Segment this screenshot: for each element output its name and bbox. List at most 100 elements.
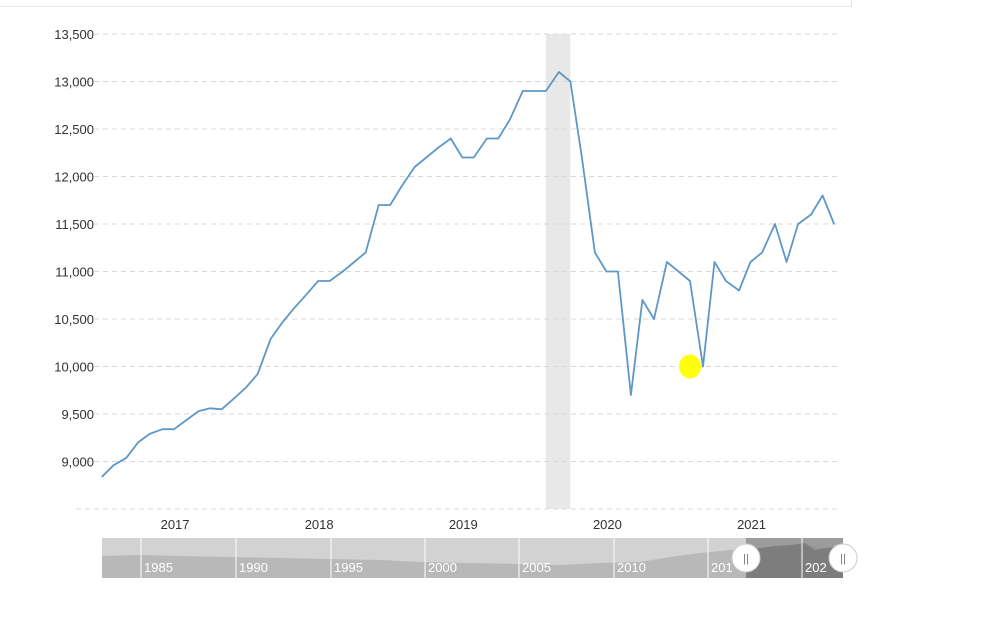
y-tick-label: 10,500 — [54, 312, 94, 327]
series-layer — [101, 71, 835, 478]
data-point — [774, 223, 776, 225]
navigator-label: 2000 — [428, 560, 457, 575]
x-tick-label: 2020 — [593, 517, 622, 532]
data-point — [148, 433, 151, 435]
data-point — [245, 386, 247, 388]
data-point — [810, 213, 812, 216]
y-tick-label: 12,000 — [54, 170, 94, 185]
data-point — [702, 365, 704, 368]
data-point — [450, 137, 452, 140]
data-point — [677, 270, 680, 273]
data-point — [653, 318, 655, 320]
x-tick-label: 2021 — [737, 517, 766, 532]
data-point — [342, 270, 344, 273]
y-tick-label: 11,500 — [55, 217, 94, 232]
data-point — [197, 410, 200, 412]
data-point — [401, 185, 403, 187]
data-point — [437, 147, 439, 149]
data-point — [173, 428, 175, 430]
navigator-handle-right[interactable]: || — [828, 543, 858, 573]
top-border — [0, 6, 852, 7]
data-point — [233, 397, 236, 399]
data-point — [569, 80, 571, 83]
data-point — [161, 428, 164, 430]
data-point — [221, 408, 223, 410]
top-border-end — [851, 0, 852, 7]
grid-layer — [76, 33, 837, 510]
highlight-mark — [679, 354, 701, 379]
data-point — [125, 457, 128, 459]
navigator-label: 1995 — [334, 560, 363, 575]
navigator-handle-left[interactable]: || — [731, 543, 761, 573]
y-tick-label: 9,500 — [61, 407, 94, 422]
navigator-labels: 1985 1990 1995 2000 2005 2010 201 202 — [140, 538, 827, 578]
navigator-selected-area — [746, 543, 843, 578]
data-point — [545, 90, 547, 92]
data-point — [473, 156, 475, 159]
y-tick-label: 13,500 — [54, 27, 94, 42]
navigator-label: 202 — [805, 560, 827, 575]
data-point — [761, 251, 763, 254]
data-point — [785, 261, 788, 263]
series-line — [101, 71, 835, 478]
data-point — [270, 338, 272, 340]
data-point — [317, 280, 319, 282]
data-point — [725, 280, 727, 282]
navigator-label: 1985 — [144, 560, 173, 575]
x-tick-label: 2018 — [305, 517, 334, 532]
data-point — [713, 261, 716, 263]
navigator-label: 1990 — [239, 560, 268, 575]
navigator-handle-right-glyph: || — [840, 553, 846, 565]
data-point — [558, 71, 560, 73]
data-point — [522, 90, 524, 92]
data-point — [209, 407, 211, 409]
data-point — [533, 90, 535, 92]
data-point — [749, 261, 752, 263]
data-point — [378, 204, 380, 206]
data-point — [425, 156, 427, 159]
data-point — [281, 322, 283, 324]
data-point — [630, 394, 632, 396]
data-point — [509, 118, 511, 121]
data-point — [461, 156, 463, 159]
data-point — [137, 441, 139, 444]
y-tick-label: 11,000 — [55, 265, 94, 280]
data-point — [581, 156, 583, 159]
navigator-label: 2010 — [617, 560, 646, 575]
navigator-handle-left-glyph: || — [743, 553, 749, 565]
data-point — [666, 261, 668, 263]
range-navigator[interactable]: 1985 1990 1995 2000 2005 2010 201 202 || || — [102, 538, 858, 578]
data-point — [594, 251, 596, 254]
navigator-label: 201 — [711, 560, 733, 575]
x-tick-label: 2017 — [161, 517, 190, 532]
highlight-layer — [679, 354, 701, 379]
data-point — [605, 270, 608, 273]
y-tick-label: 9,000 — [61, 455, 94, 470]
data-point — [306, 293, 308, 295]
data-point — [689, 280, 691, 282]
navigator-label: 2005 — [522, 560, 551, 575]
data-point — [821, 194, 824, 197]
data-point — [101, 476, 103, 478]
data-point — [641, 299, 644, 301]
data-point — [353, 261, 355, 263]
data-point — [414, 166, 416, 168]
x-axis-ticks: 2017 2018 2019 2020 2021 — [161, 517, 766, 532]
data-point — [497, 137, 499, 140]
data-point — [486, 137, 488, 140]
y-tick-label: 10,000 — [54, 360, 94, 375]
x-tick-label: 2019 — [449, 517, 478, 532]
data-point — [738, 289, 740, 292]
data-point — [293, 307, 295, 310]
y-tick-label: 12,500 — [54, 122, 94, 137]
data-point — [329, 280, 331, 282]
data-point — [833, 223, 835, 225]
data-point — [617, 270, 619, 273]
data-point — [797, 223, 799, 225]
data-point — [184, 420, 187, 422]
data-point — [257, 373, 259, 375]
data-point — [112, 464, 115, 466]
y-axis-ticks: 9,000 9,500 10,000 10,500 11,000 11,500 12,000… — [54, 27, 94, 470]
y-tick-label: 13,000 — [54, 75, 94, 90]
